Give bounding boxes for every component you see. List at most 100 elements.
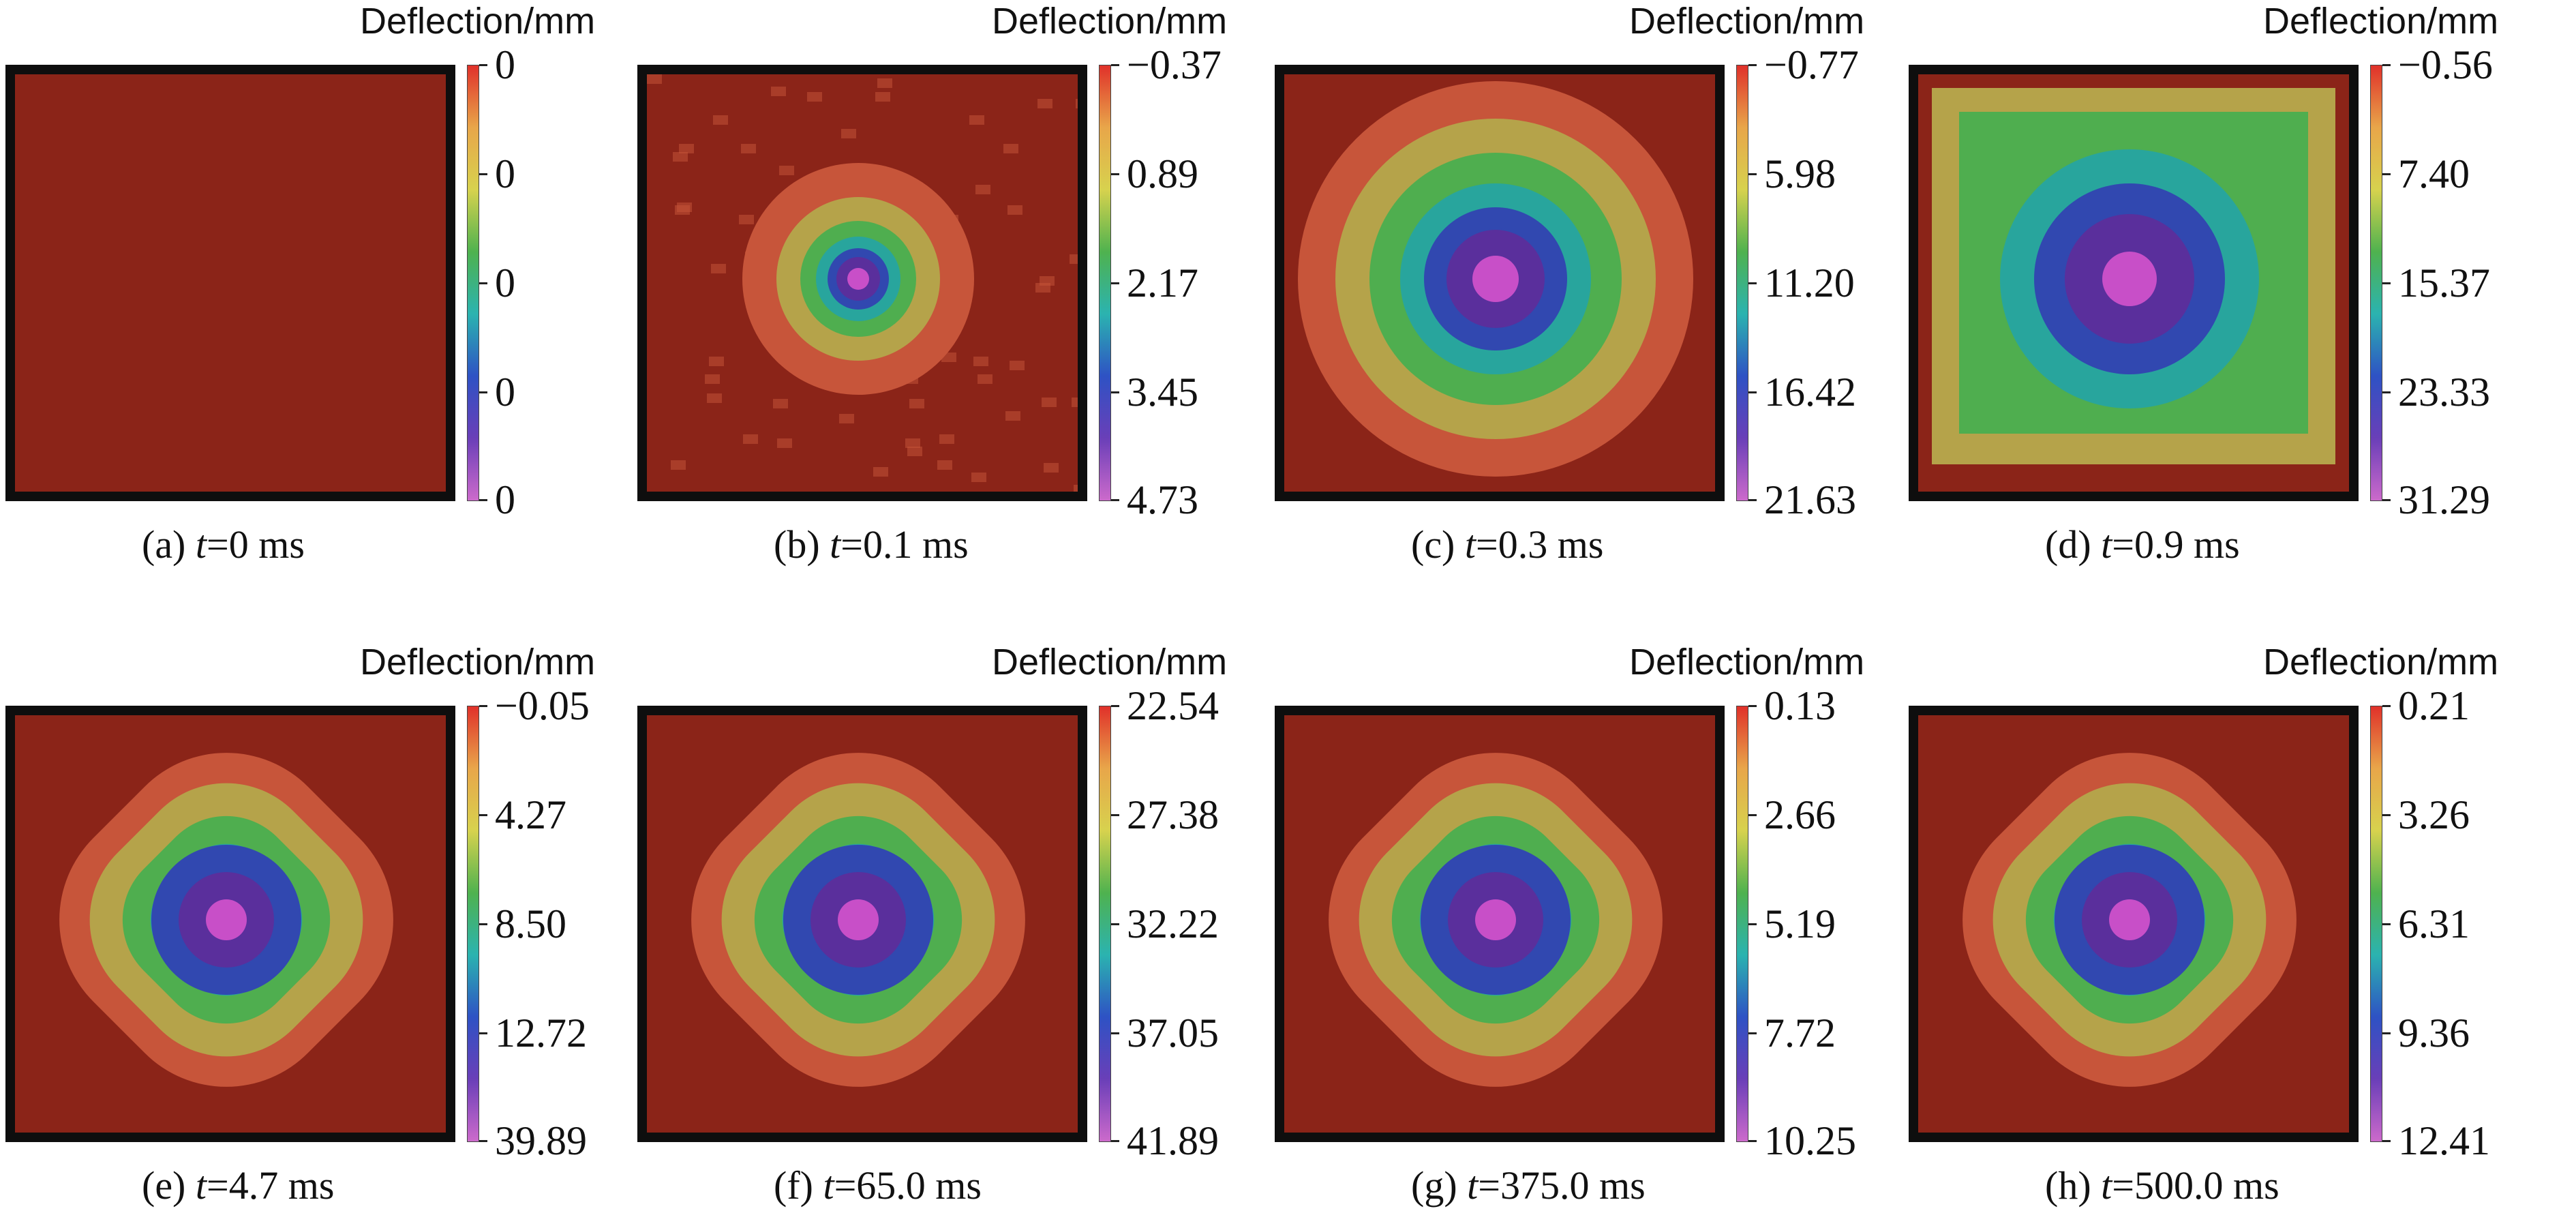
contour-band	[847, 268, 869, 290]
plate-background	[15, 74, 446, 492]
panel-letter: (g)	[1411, 1163, 1468, 1208]
plate-frame	[1275, 706, 1725, 1142]
colorbar-tick-label: 16.42	[1764, 370, 1856, 415]
deflection-contour-map	[15, 74, 446, 492]
colorbar-tick-label: 9.36	[2398, 1010, 2470, 1055]
deflection-contour-map	[1918, 715, 2349, 1133]
colorbar-tick-label: 0	[495, 477, 515, 522]
speckle	[1010, 361, 1025, 370]
panel-c: Deflection/mm −0.77 5.98 11.20 16.42 21.63 (c)…	[1275, 1, 1888, 583]
colorbar-tick-label: 0	[495, 370, 515, 415]
speckle	[707, 393, 722, 403]
colorbar-tick-label: 4.27	[495, 792, 566, 837]
colorbar-tick	[479, 814, 487, 816]
speckle	[1076, 99, 1078, 108]
speckle	[773, 399, 788, 408]
colorbar-tick-label: 21.63	[1764, 477, 1856, 522]
contour-band	[838, 899, 879, 940]
colorbar-tick-label: 37.05	[1127, 1010, 1219, 1055]
time-symbol: t	[823, 1163, 834, 1208]
colorbar-tick-label: 32.22	[1127, 901, 1219, 946]
colorbar-tick	[1111, 1032, 1119, 1034]
colorbar	[2370, 706, 2382, 1142]
colorbar-tick	[479, 923, 487, 925]
time-value: =65.0 ms	[834, 1163, 982, 1208]
panel-h: Deflection/mm 0.21 3.26 6.31 9.36 12.41 (h) t=…	[1909, 642, 2522, 1224]
colorbar-tick-label: 3.45	[1127, 370, 1198, 415]
colorbar-tick	[1748, 814, 1757, 816]
contour-svg	[15, 715, 446, 1133]
speckle	[1070, 254, 1078, 264]
colorbar	[1736, 706, 1748, 1142]
speckle	[978, 374, 992, 384]
colorbar-tick	[1748, 1032, 1757, 1034]
colorbar-tick	[2382, 282, 2391, 284]
colorbar-tick	[1111, 282, 1119, 284]
panel-caption: (d) t=0.9 ms	[2045, 522, 2240, 567]
speckle	[909, 399, 924, 408]
colorbar-tick	[479, 173, 487, 175]
contour-svg	[1918, 74, 2349, 492]
colorbar-tick	[1111, 499, 1119, 501]
time-symbol: t	[195, 522, 207, 567]
colorbar-tick-label: 7.40	[2398, 151, 2470, 196]
speckle	[973, 357, 988, 366]
plate-frame	[637, 65, 1087, 501]
contour-svg	[1284, 74, 1715, 492]
colorbar-tick	[2382, 1140, 2391, 1142]
colorbar-tick-label: 0	[495, 260, 515, 305]
colorbar-tick-label: 5.98	[1764, 151, 1836, 196]
colorbar-tick-label: 0.21	[2398, 683, 2470, 728]
colorbar-tick-label: −0.05	[495, 683, 590, 728]
colorbar	[1736, 65, 1748, 501]
plate-frame	[1909, 65, 2359, 501]
speckle	[905, 438, 920, 448]
colorbar-tick-label: 3.26	[2398, 792, 2470, 837]
time-symbol: t	[2101, 1163, 2112, 1208]
speckle	[937, 460, 952, 470]
colorbar-title: Deflection/mm	[360, 1, 596, 42]
panel-letter: (a)	[142, 522, 196, 567]
time-symbol: t	[830, 522, 841, 567]
panel-b: Deflection/mm −0.37 0.89 2.17 3.45 4.73 (b) t=…	[637, 1, 1251, 583]
colorbar-tick	[1111, 814, 1119, 816]
time-value: =4.7 ms	[207, 1163, 335, 1208]
colorbar-tick-label: 39.89	[495, 1118, 587, 1163]
colorbar-tick	[1111, 64, 1119, 66]
colorbar-tick	[2382, 705, 2391, 707]
colorbar-tick	[1111, 923, 1119, 925]
colorbar-tick-label: 0.13	[1764, 683, 1836, 728]
colorbar	[2370, 65, 2382, 501]
colorbar-tick	[2382, 173, 2391, 175]
colorbar-tick-label: 8.50	[495, 901, 566, 946]
colorbar-tick	[2382, 923, 2391, 925]
contour-band	[1475, 899, 1516, 940]
colorbar-tick-label: −0.37	[1127, 42, 1222, 87]
colorbar-tick-label: 22.54	[1127, 683, 1219, 728]
colorbar-tick-label: 23.33	[2398, 370, 2490, 415]
contour-svg	[647, 715, 1078, 1133]
colorbar-title: Deflection/mm	[2263, 642, 2499, 683]
speckle	[1035, 283, 1050, 293]
contour-band	[2109, 899, 2150, 940]
colorbar-tick-label: 0.89	[1127, 151, 1198, 196]
colorbar-tick-label: 12.41	[2398, 1118, 2490, 1163]
colorbar-title: Deflection/mm	[1629, 642, 1865, 683]
speckle	[1074, 485, 1078, 492]
contour-svg	[15, 74, 446, 492]
speckle	[877, 78, 892, 88]
speckle	[971, 473, 986, 482]
speckle	[1037, 99, 1052, 108]
speckle	[1007, 205, 1022, 215]
panel-caption: (g) t=375.0 ms	[1411, 1163, 1646, 1208]
colorbar-tick	[479, 1140, 487, 1142]
panel-caption: (f) t=65.0 ms	[774, 1163, 982, 1208]
contour-svg	[1918, 715, 2349, 1133]
colorbar-tick	[479, 499, 487, 501]
speckle	[673, 152, 688, 162]
time-symbol: t	[1467, 1163, 1479, 1208]
time-value: =0.9 ms	[2112, 522, 2240, 567]
panel-letter: (b)	[774, 522, 830, 567]
panel-caption: (c) t=0.3 ms	[1411, 522, 1603, 567]
plate-frame	[637, 706, 1087, 1142]
